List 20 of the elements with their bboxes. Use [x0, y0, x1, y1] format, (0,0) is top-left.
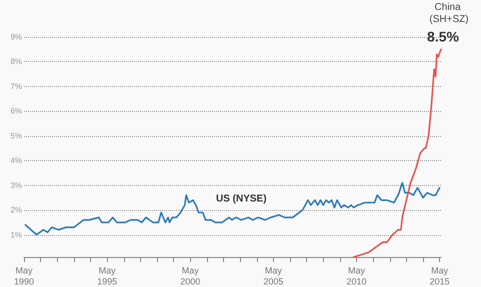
y-tick-label: 7%: [10, 82, 22, 91]
x-tick-label: May 2000: [180, 266, 200, 286]
x-tick-label: May 2005: [263, 266, 284, 286]
y-tick-label: 2%: [10, 206, 22, 215]
y-tick-label: 1%: [10, 230, 22, 240]
line-series: [24, 182, 440, 236]
x-tick-label: May 2015: [430, 266, 450, 286]
y-tick-label: 4%: [10, 156, 22, 166]
y-tick-label: 3%: [10, 180, 22, 190]
y-tick-label: 8%: [10, 57, 22, 66]
y-tick-label: 5%: [10, 131, 22, 140]
x-tick-label: May 2010: [346, 266, 366, 286]
text: China (SH+SZ): [429, 2, 469, 25]
data-label: 8.5%: [427, 28, 460, 44]
line-series: [352, 48, 442, 258]
y-tick-label: 6%: [10, 106, 22, 116]
y-tick-label: 9%: [10, 32, 22, 42]
x-tick-label: May 1990: [14, 266, 34, 286]
annotation: US (NYSE): [216, 194, 267, 204]
x-tick-label: May 1995: [97, 266, 118, 286]
